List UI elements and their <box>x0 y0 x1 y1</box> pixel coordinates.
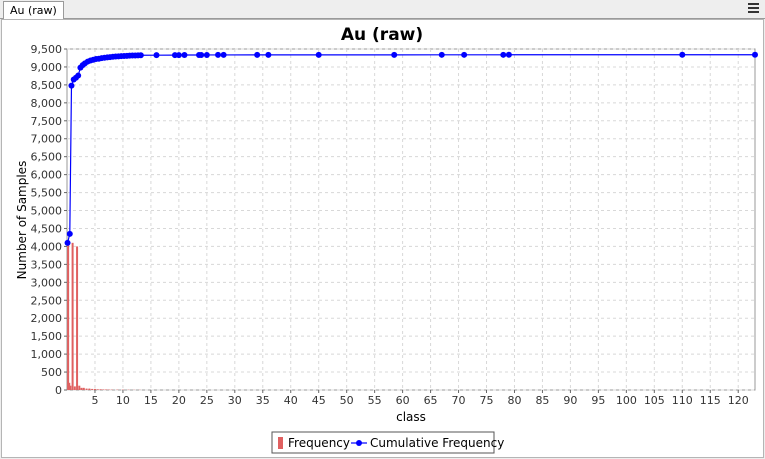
cumulative-frequency-point <box>505 51 512 58</box>
y-tick-label: 8,000 <box>31 97 63 110</box>
x-tick-label: 90 <box>563 394 577 407</box>
cumulative-frequency-point <box>64 239 71 246</box>
cumulative-frequency-point <box>254 51 261 58</box>
x-tick-label: 70 <box>452 394 466 407</box>
cumulative-frequency-point <box>198 51 205 58</box>
y-tick-label: 9,500 <box>31 43 63 56</box>
x-tick-label: 95 <box>591 394 605 407</box>
cumulative-frequency-point <box>752 51 758 58</box>
x-tick-label: 40 <box>284 394 298 407</box>
x-tick-label: 50 <box>340 394 354 407</box>
y-tick-label: 8,500 <box>31 79 63 92</box>
cumulative-frequency-point <box>175 52 182 59</box>
y-axis-label: Number of Samples <box>15 161 29 280</box>
y-tick-label: 5,500 <box>31 187 63 200</box>
cumulative-frequency-point <box>315 51 322 58</box>
x-tick-label: 65 <box>424 394 438 407</box>
chart-panel: Au (raw) 0 500 1,000 1,500 2,000 2,500 3,000 3,… <box>1 19 764 458</box>
x-tick-label: 75 <box>480 394 494 407</box>
x-tick-label: 120 <box>728 394 749 407</box>
frequency-bar <box>67 242 70 390</box>
x-tick-label: 25 <box>200 394 214 407</box>
chart-title: Au (raw) <box>341 25 423 45</box>
y-tick-label: 7,500 <box>31 115 63 128</box>
y-tick-label: 1,500 <box>31 330 63 343</box>
y-tick-label: 2,000 <box>31 312 63 325</box>
x-tick-label: 10 <box>116 394 130 407</box>
x-tick-label: 110 <box>672 394 693 407</box>
x-tick-label: 30 <box>228 394 242 407</box>
y-tick-label: 1,000 <box>31 348 63 361</box>
frequency-bar <box>76 246 79 390</box>
cumulative-frequency-point <box>215 51 222 58</box>
frequency-bar <box>105 389 108 390</box>
cumulative-frequency-point <box>438 51 445 58</box>
y-tick-label: 5,000 <box>31 205 63 218</box>
x-axis-label: class <box>396 410 426 424</box>
x-tick-label: 35 <box>256 394 270 407</box>
x-tick-label: 85 <box>535 394 549 407</box>
frequency-bar <box>99 389 102 390</box>
cumulative-frequency-point <box>153 52 160 59</box>
x-tick-label: 60 <box>396 394 410 407</box>
chart-svg: Au (raw) 0 500 1,000 1,500 2,000 2,500 3,000 3,… <box>15 25 758 454</box>
y-tick-label: 7,000 <box>31 133 63 146</box>
legend-cumulative-label: Cumulative Frequency <box>370 436 504 450</box>
frequency-bar <box>68 382 71 390</box>
plot-background <box>66 48 756 391</box>
x-tick-label: 115 <box>700 394 721 407</box>
legend: Frequency Cumulative Frequency <box>271 431 504 454</box>
cumulative-frequency-point <box>68 82 75 89</box>
frequency-bar <box>78 385 81 390</box>
plot-area: 0 500 1,000 1,500 2,000 2,500 3,000 3,500 4,000 4… <box>31 43 758 407</box>
y-tick-label: 6,000 <box>31 169 63 182</box>
cumulative-frequency-point <box>66 230 73 237</box>
y-tick-label: 4,500 <box>31 222 63 235</box>
cumulative-frequency-point <box>220 51 227 58</box>
cumulative-frequency-point <box>500 51 507 58</box>
y-tick-label: 3,500 <box>31 258 63 271</box>
x-tick-label: 5 <box>91 394 98 407</box>
cumulative-frequency-point <box>181 52 188 59</box>
x-tick-label: 55 <box>368 394 382 407</box>
cumulative-frequency-point <box>203 51 210 58</box>
frequency-bar <box>71 242 74 390</box>
cumulative-frequency-point <box>391 51 398 58</box>
x-tick-label: 45 <box>312 394 326 407</box>
frequency-bar <box>88 388 91 390</box>
y-tick-label: 500 <box>41 366 62 379</box>
frequency-bar <box>85 388 88 390</box>
frequency-bar <box>96 389 99 390</box>
y-tick-label: 2,500 <box>31 294 63 307</box>
y-tick-label: 6,500 <box>31 151 63 164</box>
y-tick-label: 3,000 <box>31 276 63 289</box>
x-tick-label: 100 <box>616 394 637 407</box>
frequency-bar <box>91 388 94 390</box>
y-tick-label: 9,000 <box>31 61 63 74</box>
frequency-bar <box>69 385 72 390</box>
x-tick-label: 105 <box>644 394 665 407</box>
frequency-bar <box>102 389 105 390</box>
frequency-bar <box>93 388 96 390</box>
tab-au-raw[interactable]: Au (raw) <box>3 1 64 19</box>
cumulative-frequency-point <box>137 52 144 59</box>
legend-frequency-label: Frequency <box>288 436 350 450</box>
cumulative-frequency-point <box>75 72 82 79</box>
frequency-bar <box>82 387 85 390</box>
legend-box <box>271 431 495 454</box>
cumulative-frequency-point <box>461 51 468 58</box>
panel-menu-icon[interactable] <box>748 3 759 14</box>
x-tick-label: 80 <box>507 394 521 407</box>
x-tick-label: 15 <box>144 394 158 407</box>
tab-bar: Au (raw) <box>0 0 765 19</box>
y-tick-label: 0 <box>55 384 62 397</box>
x-tick-label: 20 <box>172 394 186 407</box>
y-tick-label: 4,000 <box>31 240 63 253</box>
legend-cumulative-marker <box>356 440 362 446</box>
frequency-bar <box>73 386 76 390</box>
cumulative-frequency-point <box>265 51 272 58</box>
frequency-bar <box>80 387 83 390</box>
legend-frequency-swatch <box>278 437 283 449</box>
cumulative-frequency-point <box>679 51 686 58</box>
